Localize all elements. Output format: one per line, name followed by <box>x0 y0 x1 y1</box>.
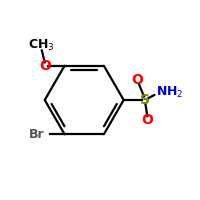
Text: S: S <box>140 93 150 107</box>
Text: O: O <box>39 59 51 73</box>
Text: NH$_2$: NH$_2$ <box>156 85 183 100</box>
Text: O: O <box>141 113 153 127</box>
Text: Br: Br <box>29 128 44 141</box>
Text: CH$_3$: CH$_3$ <box>28 38 54 53</box>
Text: O: O <box>132 73 143 87</box>
